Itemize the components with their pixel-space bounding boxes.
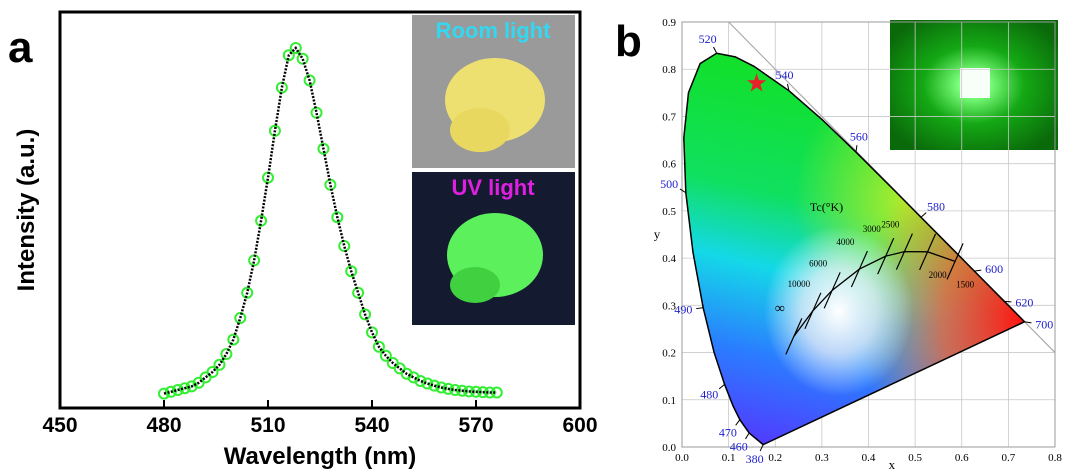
temperature-label: 2500 [881, 220, 900, 230]
y-tick-label: 0.9 [662, 17, 676, 29]
y-tick-label: 0.2 [662, 348, 676, 360]
wavelength-label: 460 [730, 440, 748, 454]
panel-label: b [615, 17, 642, 66]
x-tick-label: 0.7 [1002, 452, 1016, 464]
wavelength-label: 600 [985, 262, 1003, 276]
panel-label: a [8, 23, 33, 72]
x-tick-label: 0.6 [955, 452, 969, 464]
x-tick-label: 0.8 [1048, 452, 1062, 464]
x-tick-label: 0.1 [722, 452, 736, 464]
x-tick-label: 540 [354, 414, 389, 437]
y-axis-label: y [654, 227, 661, 242]
data-point [221, 349, 231, 359]
temperature-label: 2000 [929, 270, 948, 280]
wavelength-label: 500 [660, 177, 678, 191]
y-tick-label: 0.0 [662, 442, 676, 454]
locus-tick [745, 433, 749, 439]
x-axis-label: Wavelength (nm) [224, 443, 416, 470]
data-point [277, 83, 287, 93]
locus-tick [974, 270, 981, 271]
x-tick-label: 510 [250, 414, 285, 437]
locus-tick [719, 384, 724, 388]
locus-tick [696, 308, 703, 309]
data-point [312, 108, 322, 118]
y-tick-label: 0.4 [662, 253, 676, 265]
y-axis-label: Intensity (a.u.) [13, 129, 40, 292]
wavelength-label: 480 [700, 388, 718, 402]
temperature-label: 3000 [863, 224, 882, 234]
temperature-label: 6000 [809, 258, 828, 268]
led-chip [960, 68, 990, 98]
y-tick-label: 0.5 [662, 206, 676, 218]
wavelength-label: 380 [746, 452, 764, 466]
wavelength-label: 580 [927, 200, 945, 214]
x-axis-label: x [889, 457, 896, 472]
powder-glow [450, 267, 500, 303]
x-tick-label: 570 [458, 414, 493, 437]
planck-title: Tc(°K) [810, 200, 843, 214]
x-tick-label: 600 [562, 414, 597, 437]
wavelength-label: 700 [1035, 317, 1053, 331]
x-tick-label: 0.4 [862, 452, 876, 464]
x-tick-label: 0.3 [815, 452, 829, 464]
locus-tick [921, 213, 926, 218]
inset-label: Room light [436, 18, 552, 43]
temperature-label: 1500 [956, 279, 975, 289]
wavelength-label: 520 [699, 32, 717, 46]
locus-tick [760, 445, 763, 451]
locus-tick [680, 189, 686, 193]
data-point [353, 288, 363, 298]
data-point [339, 241, 349, 251]
data-point [367, 327, 377, 337]
x-tick-label: 0.5 [908, 452, 922, 464]
wavelength-label: 620 [1015, 295, 1033, 309]
wavelength-label: 540 [776, 68, 794, 82]
temperature-label: 10000 [788, 279, 811, 289]
y-tick-label: 0.8 [662, 64, 676, 76]
data-point [325, 180, 335, 190]
x-tick-label: 0.2 [768, 452, 782, 464]
temperature-label: 4000 [836, 237, 855, 247]
y-tick-label: 0.1 [662, 395, 676, 407]
x-tick-label: 450 [42, 414, 77, 437]
data-point [249, 255, 259, 265]
x-tick-label: 0.0 [675, 452, 689, 464]
inset-label: UV light [451, 175, 535, 200]
wavelength-label: 470 [719, 426, 737, 440]
y-tick-label: 0.6 [662, 159, 676, 171]
powder [450, 108, 510, 152]
locus-tick [736, 420, 740, 426]
locus-tick [714, 47, 717, 53]
figure: 450 480 510 540 570 600 Wavelength (nm) Intensi… [0, 0, 1070, 473]
y-tick-label: 0.7 [662, 111, 676, 123]
wavelength-label: 560 [850, 129, 868, 143]
wavelength-label: 490 [674, 303, 692, 317]
x-tick-label: 480 [146, 414, 181, 437]
temperature-label: ∞ [775, 301, 785, 316]
data-point [263, 173, 273, 183]
